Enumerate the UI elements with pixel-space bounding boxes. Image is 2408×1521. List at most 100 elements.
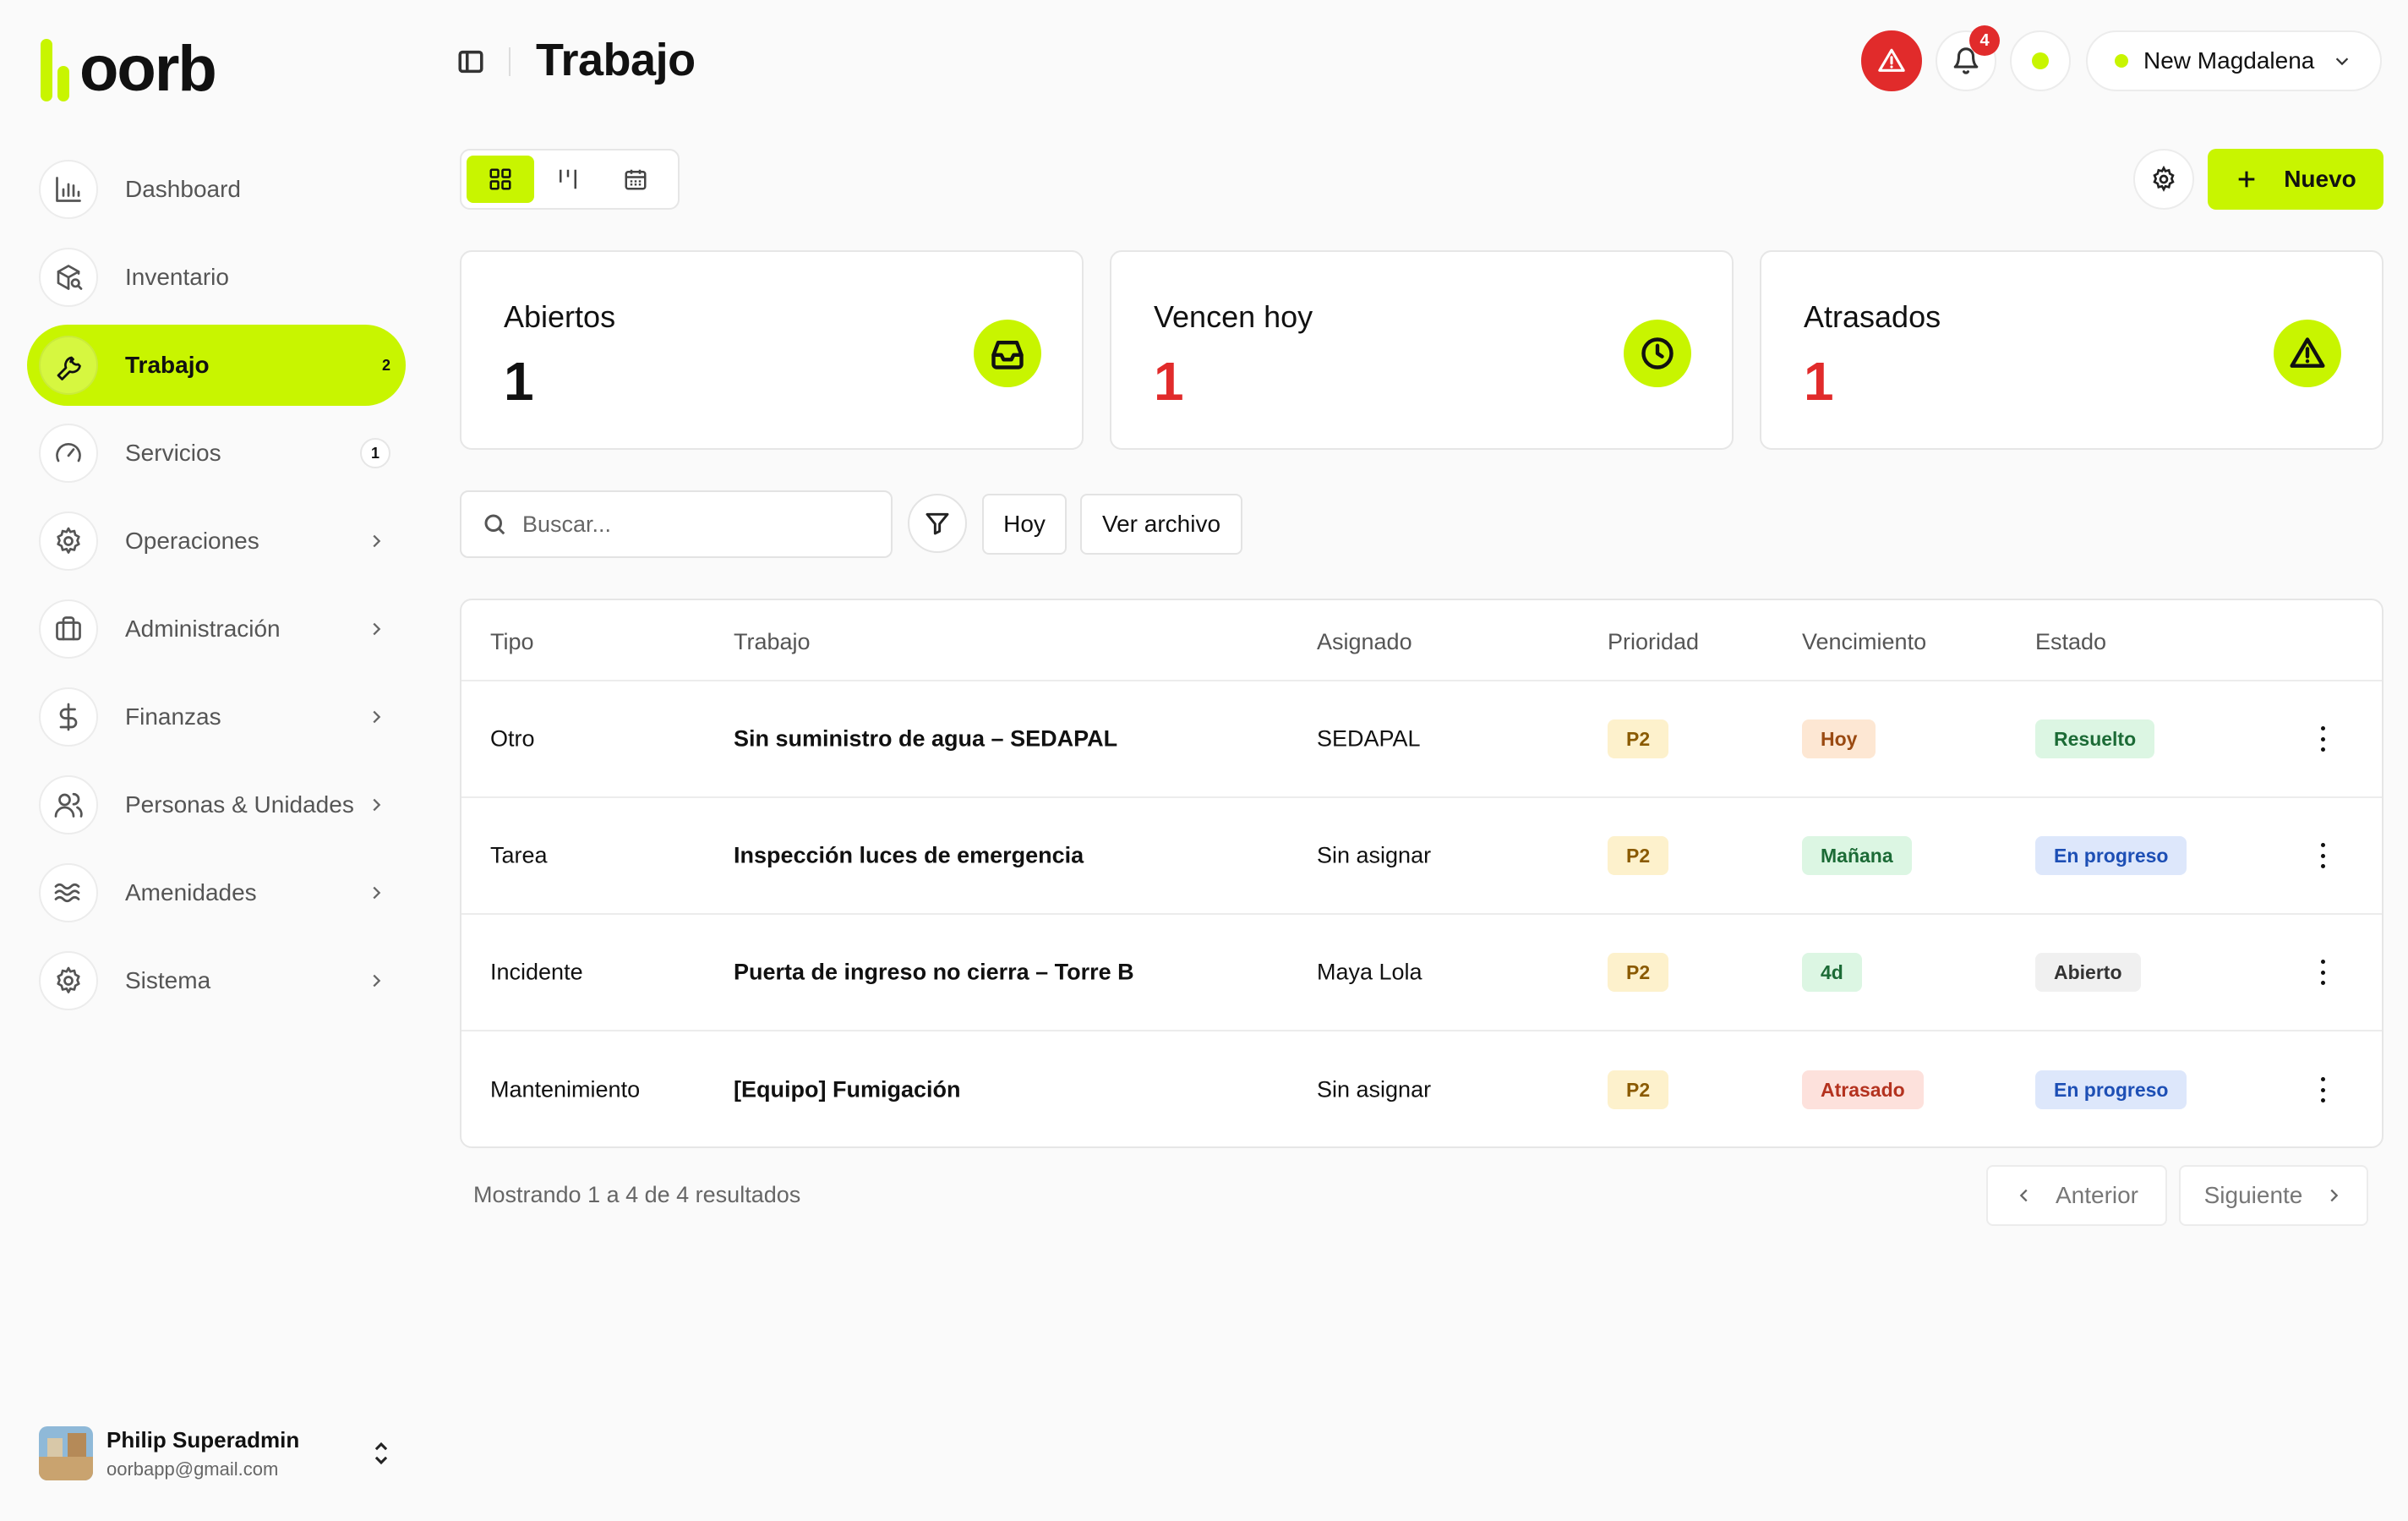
user-menu[interactable]: Philip Superadmin oorbapp@gmail.com	[39, 1425, 394, 1481]
calendar-icon	[625, 169, 647, 190]
stat-label: Atrasados	[1804, 299, 1941, 334]
stat-label: Abiertos	[504, 299, 616, 334]
package-search-icon	[39, 248, 98, 307]
logo-mark-icon	[41, 39, 73, 101]
cell-tipo: Tarea	[490, 842, 548, 868]
sidebar-item-sistema[interactable]: Sistema	[27, 940, 406, 1021]
search-input[interactable]	[522, 511, 860, 538]
bar-chart-icon	[39, 160, 98, 219]
status-badge: Abierto	[2035, 953, 2141, 992]
user-name: Philip Superadmin	[106, 1426, 300, 1453]
sidebar-item-dashboard[interactable]: Dashboard	[27, 149, 406, 230]
status-button[interactable]	[2010, 30, 2071, 91]
sidebar-item-servicios[interactable]: Servicios 1	[27, 413, 406, 494]
alert-button[interactable]	[1861, 30, 1922, 91]
cell-tipo: Incidente	[490, 959, 583, 985]
priority-badge: P2	[1608, 1070, 1669, 1109]
cell-trabajo[interactable]: Inspección luces de emergencia	[734, 842, 1084, 868]
due-badge: Mañana	[1802, 836, 1912, 875]
today-button[interactable]: Hoy	[982, 494, 1067, 555]
table-row[interactable]: Incidente Puerta de ingreso no cierra – …	[461, 915, 2382, 1031]
users-icon	[39, 775, 98, 834]
search-icon	[484, 514, 505, 535]
brand-name: oorb	[79, 33, 217, 105]
sidebar-item-label: Dashboard	[125, 176, 241, 202]
new-button[interactable]: Nuevo	[2208, 149, 2383, 210]
sidebar-toggle-button[interactable]	[456, 47, 485, 76]
more-vertical-icon[interactable]	[2319, 960, 2326, 985]
chevron-right-icon	[367, 620, 385, 638]
brand-logo[interactable]: oorb	[41, 33, 217, 105]
table-row[interactable]: Tarea Inspección luces de emergencia Sin…	[461, 798, 2382, 915]
chevron-up-down-icon[interactable]	[369, 1439, 394, 1468]
nav-count-badge: 2	[381, 356, 390, 374]
priority-badge: P2	[1608, 836, 1669, 875]
previous-page-button[interactable]: Anterior	[1986, 1165, 2167, 1226]
sidebar-item-label: Amenidades	[125, 879, 257, 905]
chevron-right-icon	[367, 971, 385, 990]
next-page-button[interactable]: Siguiente	[2179, 1165, 2368, 1226]
notification-count-badge: 4	[1969, 25, 2000, 56]
column-header-tipo[interactable]: Tipo	[490, 629, 534, 654]
sidebar-item-label: Administración	[125, 616, 281, 642]
column-header-asignado[interactable]: Asignado	[1317, 629, 1412, 654]
view-archive-button[interactable]: Ver archivo	[1080, 494, 1242, 555]
page-title: Trabajo	[536, 35, 696, 85]
online-status-dot	[2032, 52, 2049, 69]
location-select[interactable]: New Magdalena	[2086, 30, 2382, 91]
more-vertical-icon[interactable]	[2319, 726, 2326, 752]
cell-tipo: Otro	[490, 725, 535, 752]
work-table: Tipo Trabajo Asignado Prioridad Vencimie…	[460, 599, 2383, 1148]
settings-button[interactable]	[2133, 149, 2194, 210]
column-header-trabajo[interactable]: Trabajo	[734, 629, 811, 654]
stat-value: 1	[504, 351, 534, 412]
gear-icon	[2153, 166, 2175, 192]
chevron-left-icon	[2019, 1189, 2028, 1202]
filter-button[interactable]	[908, 494, 967, 553]
sidebar-item-amenidades[interactable]: Amenidades	[27, 852, 406, 933]
sidebar-item-administracion[interactable]: Administración	[27, 588, 406, 670]
grid-view-button[interactable]	[467, 156, 534, 203]
sidebar: oorb Dashboard Inventario Trabajo	[0, 0, 431, 1521]
warning-icon	[2274, 320, 2341, 387]
stat-card-atrasados[interactable]: Atrasados 1	[1760, 250, 2383, 450]
clock-icon	[1624, 320, 1691, 387]
cell-trabajo[interactable]: [Equipo] Fumigación	[734, 1076, 961, 1102]
more-vertical-icon[interactable]	[2319, 1077, 2326, 1102]
user-info: Philip Superadmin oorbapp@gmail.com	[106, 1427, 299, 1480]
cell-tipo: Mantenimiento	[490, 1076, 641, 1102]
sidebar-item-finanzas[interactable]: Finanzas	[27, 676, 406, 758]
notifications-button[interactable]: 4	[1936, 25, 2000, 91]
calendar-view-button[interactable]	[602, 156, 669, 203]
cell-trabajo[interactable]: Sin suministro de agua – SEDAPAL	[734, 725, 1118, 752]
briefcase-icon	[39, 599, 98, 659]
stat-card-abiertos[interactable]: Abiertos 1	[460, 250, 1084, 450]
location-label: New Magdalena	[2143, 47, 2315, 74]
table-row[interactable]: Otro Sin suministro de agua – SEDAPAL SE…	[461, 681, 2382, 798]
chevron-right-icon	[367, 796, 385, 814]
stat-value: 1	[1804, 351, 1834, 412]
search-box	[460, 490, 893, 558]
grid-icon	[489, 168, 511, 190]
column-header-prioridad[interactable]: Prioridad	[1608, 629, 1700, 654]
sidebar-item-trabajo[interactable]: Trabajo 2	[27, 325, 406, 406]
sidebar-item-label: Trabajo	[125, 352, 210, 378]
gear-icon	[39, 951, 98, 1010]
header-divider	[509, 47, 511, 76]
column-header-vencimiento[interactable]: Vencimiento	[1802, 629, 1927, 654]
cell-trabajo[interactable]: Puerta de ingreso no cierra – Torre B	[734, 959, 1134, 985]
sidebar-item-operaciones[interactable]: Operaciones	[27, 501, 406, 582]
sidebar-nav: Dashboard Inventario Trabajo 2 Servi	[27, 149, 406, 1028]
table-row[interactable]: Mantenimiento [Equipo] Fumigación Sin as…	[461, 1031, 2382, 1146]
stat-card-vencen-hoy[interactable]: Vencen hoy 1	[1110, 250, 1734, 450]
sidebar-item-personas-unidades[interactable]: Personas & Unidades	[27, 764, 406, 845]
status-badge: Resuelto	[2035, 719, 2155, 758]
column-header-estado[interactable]: Estado	[2035, 629, 2107, 654]
sidebar-item-inventario[interactable]: Inventario	[27, 237, 406, 318]
previous-page-label: Anterior	[2055, 1182, 2139, 1208]
chevron-right-icon	[367, 708, 385, 726]
stat-label: Vencen hoy	[1154, 299, 1313, 334]
status-badge: En progreso	[2035, 836, 2187, 875]
more-vertical-icon[interactable]	[2319, 843, 2326, 868]
kanban-view-button[interactable]	[534, 156, 602, 203]
